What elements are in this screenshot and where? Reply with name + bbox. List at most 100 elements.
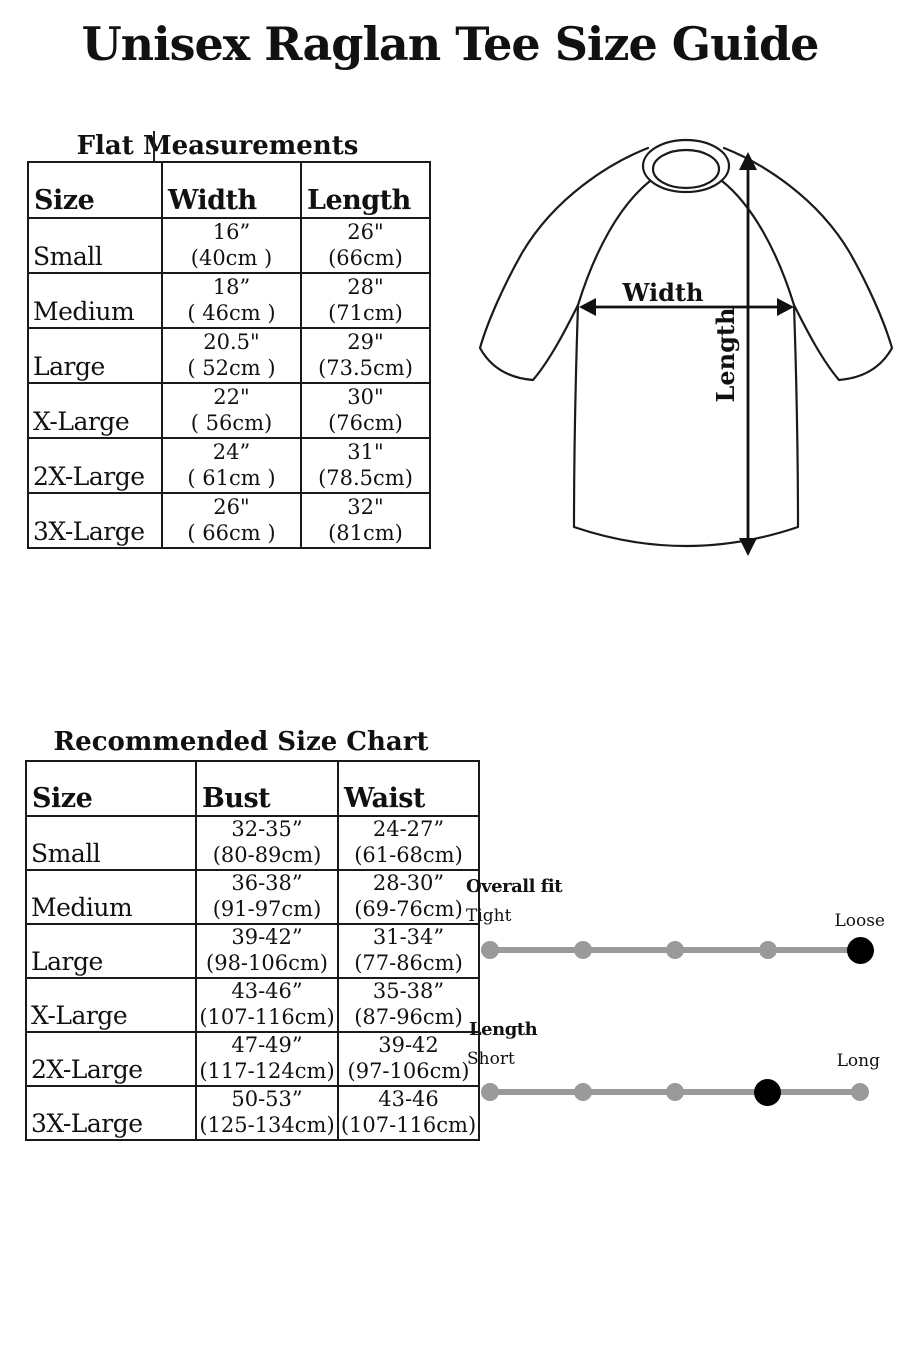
bust-inches: 39-42” [231,925,303,950]
length-scale-left-label: Short [467,1049,515,1069]
width-inches: 24” [212,439,251,464]
size-label: X-Large [27,382,163,439]
fit-dot [666,941,684,959]
column-header-length: Length [300,161,431,219]
size-label: 2X-Large [25,1031,197,1087]
waist-inches: 28-30” [372,871,445,896]
right-sleeve-outline [722,146,894,382]
width-cm: (40cm ) [190,245,273,270]
left-sleeve-outline [478,146,650,382]
column-header-size: Size [25,760,197,817]
table-row: 2X-Large 47-49” (117-124cm) 39-42 (97-106c… [25,1031,480,1087]
length-value: 32" (81cm) [300,492,431,549]
fit-dot [851,1083,869,1101]
column-header-size: Size [27,161,163,219]
overall-fit-scale [481,936,874,964]
width-cm: ( 61cm ) [187,465,276,490]
fit-dot [573,941,592,959]
recommended-size-chart-heading: Recommended Size Chart [53,727,429,757]
width-inches: 20.5" [203,329,260,354]
length-arrow [739,152,757,556]
length-inches: 29" [347,329,384,354]
length-value: 29" (73.5cm) [300,327,431,384]
table-row: Large 39-42” (98-106cm) 31-34” (77-86cm) [25,923,480,979]
table-row: Medium 18”( 46cm ) 28" (71cm) [27,272,431,329]
size-label: Medium [27,272,163,329]
table-row: Small 16” (40cm ) 26" (66cm) [27,217,431,274]
bust-value: 50-53” (125-134cm) [195,1085,339,1141]
column-separator-tick [153,131,155,163]
width-inches: 22" [213,384,250,409]
bust-inches: 36-38” [231,871,303,896]
bust-cm: (91-97cm) [212,897,322,921]
length-inches: 32" [347,494,384,519]
fit-dot [666,1083,684,1101]
size-label: Medium [25,869,197,925]
size-label: 3X-Large [25,1085,197,1141]
bust-cm: (80-89cm) [212,843,322,867]
length-inches: 31" [347,439,384,464]
waist-cm: (87-96cm) [354,1005,463,1029]
collar-outer [641,138,731,194]
fit-dot [758,941,777,959]
table-row: 3X-Large 50-53” (125-134cm) 43-46 (107-116… [25,1085,480,1141]
size-label: 3X-Large [27,492,163,549]
bust-value: 32-35” (80-89cm) [195,815,339,871]
length-scale-right-label: Long [836,1051,880,1071]
table-row: X-Large 22"( 56cm) 30" (76cm) [27,382,431,439]
table-row: Large 20.5"( 52cm ) 29" (73.5cm) [27,327,431,384]
waist-inches: 43-46 [378,1087,439,1112]
bust-inches: 50-53” [231,1087,303,1112]
bust-cm: (117-124cm) [199,1059,335,1083]
bust-inches: 47-49” [231,1033,303,1058]
length-value: 31" (78.5cm) [300,437,431,494]
waist-value: 28-30” (69-76cm) [337,869,480,925]
flat-measurements-table: Size Width Length Small 16” (40cm ) 26" (6… [27,161,431,549]
length-cm: (76cm) [328,410,403,435]
size-label: Large [27,327,163,384]
length-inches: 28" [347,274,384,299]
length-value: 30" (76cm) [300,382,431,439]
waist-cm: (107-116cm) [340,1113,477,1137]
waist-cm: (61-68cm) [354,843,463,867]
size-label: Small [25,815,197,871]
bust-cm: (107-116cm) [199,1005,335,1029]
left-raglan-seam [576,179,652,307]
waist-inches: 39-42 [378,1033,439,1058]
page-title: Unisex Raglan Tee Size Guide [81,17,820,71]
width-cm: ( 46cm ) [187,300,276,325]
bust-value: 43-46” (107-116cm) [195,977,339,1033]
length-cm: (71cm) [328,300,403,325]
width-value: 22"( 56cm) [161,382,302,439]
waist-inches: 31-34” [372,925,445,950]
flat-measurements-heading: Flat Measurements [76,131,359,161]
width-value: 16” (40cm ) [161,217,302,274]
width-value: 20.5"( 52cm ) [161,327,302,384]
length-cm: (78.5cm) [318,465,413,490]
raglan-tee-diagram: Width Length [478,138,894,556]
waist-inches: 35-38” [372,979,445,1004]
overall-fit-label: Overall fit [466,876,563,897]
fit-dot-selected [754,1078,781,1106]
fit-scale-left-label: Tight [466,906,512,926]
bust-cm: (98-106cm) [206,951,328,975]
width-inches: 18” [212,274,251,299]
table-header-row: Size Bust Waist [25,760,480,817]
bust-value: 47-49” (117-124cm) [195,1031,339,1087]
fit-dot-selected [846,936,874,964]
length-cm: (81cm) [328,520,403,545]
fit-dot [481,941,499,959]
table-row: Medium 36-38” (91-97cm) 28-30” (69-76cm) [25,869,480,925]
width-arrow [579,298,794,316]
body-outline [572,303,800,548]
bust-cm: (125-134cm) [199,1113,335,1137]
waist-value: 43-46 (107-116cm) [337,1085,480,1141]
column-header-width: Width [161,161,302,219]
width-value: 18”( 46cm ) [161,272,302,329]
length-cm: (66cm) [328,245,403,270]
bust-inches: 43-46” [231,979,303,1004]
waist-value: 24-27” (61-68cm) [337,815,480,871]
width-cm: ( 52cm ) [187,355,276,380]
recommended-size-chart-table: Size Bust Waist Small 32-35” (80-89cm) 24… [25,760,480,1141]
